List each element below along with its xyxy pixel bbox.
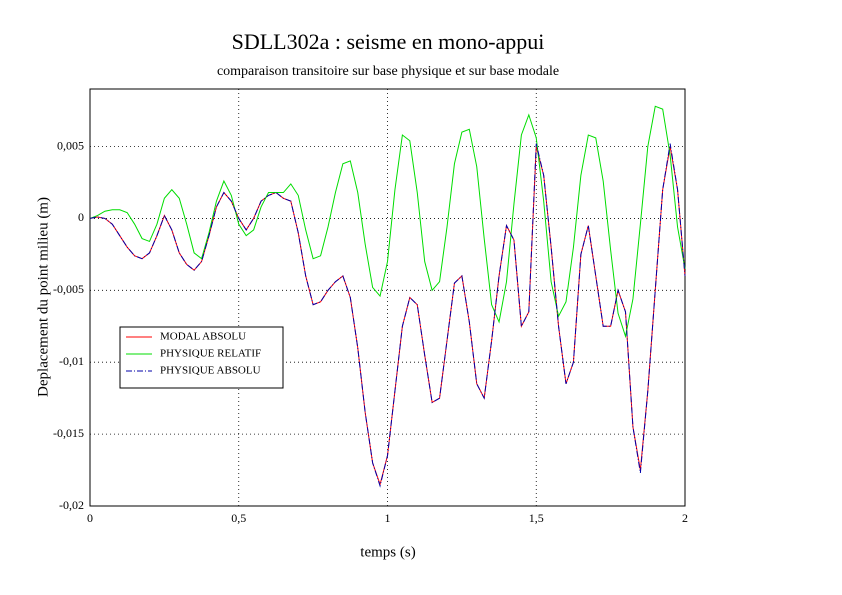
- legend-label: PHYSIQUE RELATIF: [160, 348, 261, 360]
- x-tick-label: 1,5: [529, 511, 544, 525]
- y-tick-label: -0,01: [59, 354, 84, 368]
- y-tick-label: 0: [78, 210, 84, 224]
- y-tick-label: 0,005: [57, 138, 84, 152]
- legend-label: PHYSIQUE ABSOLU: [160, 365, 261, 377]
- x-tick-label: 0,5: [231, 511, 246, 525]
- chart-title: SDLL302a : seisme en mono-appui: [232, 29, 545, 54]
- y-tick-label: -0,015: [53, 426, 84, 440]
- chart-subtitle: comparaison transitoire sur base physiqu…: [217, 64, 559, 79]
- x-tick-label: 2: [682, 511, 688, 525]
- series-line: [89, 143, 686, 488]
- x-axis-label: temps (s): [360, 544, 415, 560]
- series-line: [89, 105, 686, 339]
- x-tick-label: 1: [385, 511, 391, 525]
- legend-label: MODAL ABSOLU: [160, 331, 246, 343]
- y-axis-label: Deplacement du point milieu (m): [35, 197, 51, 397]
- y-tick-label: -0,02: [59, 498, 84, 512]
- x-tick-label: 0: [87, 511, 93, 525]
- y-tick-label: -0,005: [53, 282, 84, 296]
